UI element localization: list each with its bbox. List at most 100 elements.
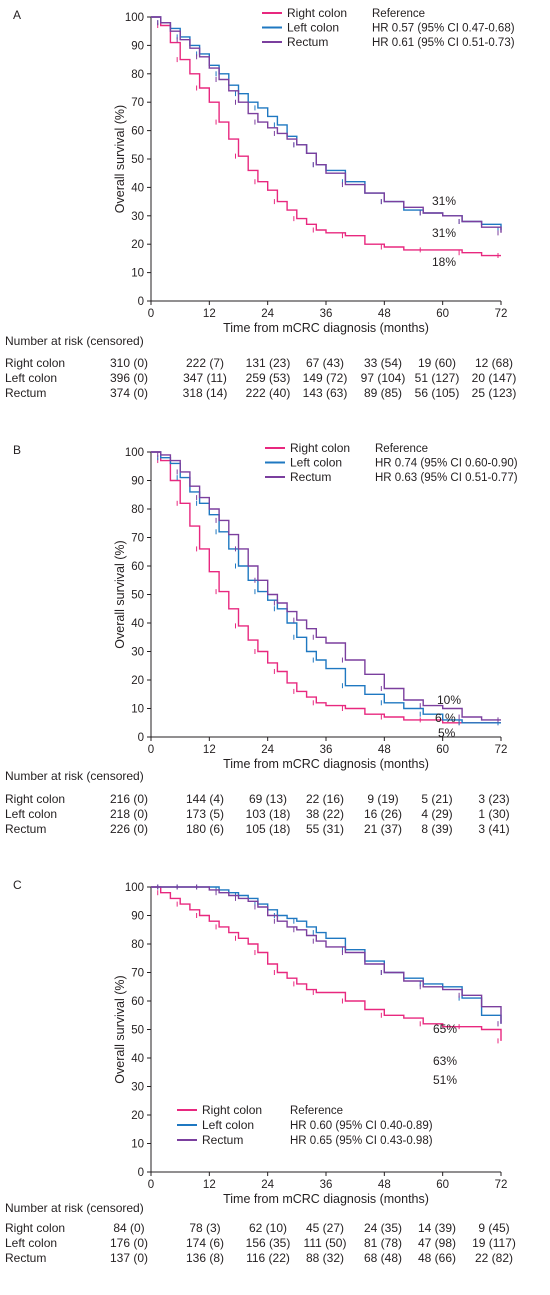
risk-row-label: Rectum	[5, 386, 46, 400]
risk-cell: 222 (7)	[186, 356, 224, 370]
y-tick-label: 60	[131, 561, 144, 573]
survival-annotation: 6 %	[435, 711, 456, 725]
y-tick-label: 40	[131, 182, 144, 194]
x-tick-label: 72	[495, 744, 508, 756]
risk-row-label: Rectum	[5, 822, 46, 836]
risk-table-title: Number at risk (censored)	[5, 334, 144, 348]
risk-cell: 38 (22)	[306, 807, 344, 821]
survival-annotation: 18%	[432, 255, 456, 269]
risk-cell: 9 (19)	[367, 792, 398, 806]
legend-hr: Reference	[372, 8, 425, 20]
curve-left-colon	[151, 451, 501, 724]
y-tick-label: 30	[131, 647, 144, 659]
risk-cell: 149 (72)	[303, 371, 348, 385]
legend-label: Left colon	[202, 1118, 254, 1132]
risk-cell: 55 (31)	[306, 822, 344, 836]
risk-cell: 259 (53)	[246, 371, 291, 385]
y-tick-label: 100	[125, 12, 144, 24]
y-tick-label: 50	[131, 590, 144, 602]
risk-cell: 19 (117)	[472, 1236, 516, 1250]
risk-cell: 105 (18)	[246, 822, 291, 836]
y-tick-label: 0	[138, 296, 144, 308]
legend-hr: HR 0.65 (95% CI 0.43-0.98)	[290, 1135, 433, 1147]
legend-label: Rectum	[202, 1133, 243, 1147]
risk-row-label: Left colon	[5, 1236, 57, 1250]
risk-cell: 222 (40)	[246, 386, 291, 400]
risk-cell: 48 (66)	[418, 1251, 456, 1265]
x-tick-label: 36	[320, 308, 333, 320]
risk-cell: 81 (78)	[364, 1236, 402, 1250]
curve-rectum	[151, 886, 502, 1024]
y-tick-label: 30	[131, 1082, 144, 1094]
x-axis-title: Time from mCRC diagnosis (months)	[223, 1192, 429, 1206]
panel-b: B 0 10 20 30 40 50 60 70 80 90 100 0 12 24 36 48 60 72 Time…	[5, 441, 518, 836]
curve-right-colon	[151, 16, 501, 257]
y-axis-title: Overall survival (%)	[113, 975, 127, 1083]
risk-cell: 396 (0)	[110, 371, 148, 385]
x-tick-label: 36	[320, 744, 333, 756]
risk-cell: 3 (23)	[478, 792, 509, 806]
legend-hr: HR 0.61 (95% CI 0.51-0.73)	[372, 37, 515, 49]
survival-annotation: 5%	[438, 726, 456, 740]
y-tick-label: 80	[131, 939, 144, 951]
y-tick-label: 80	[131, 504, 144, 516]
x-tick-label: 60	[436, 308, 449, 320]
risk-cell: 310 (0)	[110, 356, 148, 370]
x-tick-label: 24	[261, 1179, 274, 1191]
risk-cell: 347 (11)	[183, 371, 227, 385]
risk-cell: 174 (6)	[186, 1236, 224, 1250]
legend-label: Rectum	[287, 35, 328, 49]
y-tick-label: 60	[131, 996, 144, 1008]
y-tick-label: 40	[131, 1053, 144, 1065]
risk-cell: 22 (16)	[306, 792, 344, 806]
risk-cell: 318 (14)	[183, 386, 228, 400]
y-tick-label: 50	[131, 154, 144, 166]
risk-cell: 180 (6)	[186, 822, 224, 836]
risk-row-label: Left colon	[5, 807, 57, 821]
curve-right-colon	[151, 886, 502, 1041]
risk-cell: 5 (21)	[421, 792, 452, 806]
risk-table-title: Number at risk (censored)	[5, 769, 144, 783]
risk-cell: 97 (104)	[361, 371, 406, 385]
legend-hr: Reference	[375, 443, 428, 455]
risk-cell: 218 (0)	[110, 807, 148, 821]
x-tick-label: 0	[148, 1179, 154, 1191]
legend-hr: HR 0.57 (95% CI 0.47-0.68)	[372, 23, 515, 35]
x-tick-label: 12	[203, 744, 216, 756]
y-tick-label: 50	[131, 1025, 144, 1037]
x-tick-label: 48	[378, 744, 391, 756]
risk-cell: 131 (23)	[246, 356, 291, 370]
x-tick-label: 0	[148, 744, 154, 756]
risk-cell: 111 (50)	[304, 1236, 347, 1250]
x-tick-label: 60	[436, 744, 449, 756]
y-tick-label: 40	[131, 618, 144, 630]
legend-label: Left colon	[290, 456, 342, 470]
risk-cell: 3 (41)	[478, 822, 509, 836]
risk-table-title: Number at risk (censored)	[5, 1201, 144, 1215]
y-tick-label: 10	[131, 704, 144, 716]
x-tick-label: 72	[495, 1179, 508, 1191]
y-tick-label: 70	[131, 533, 144, 545]
panel-a: A 0 10 20 30 40 50 60 70 80 90 100 0 12 24 36 48 60 72 Time…	[5, 6, 516, 400]
panel-label: B	[13, 443, 21, 457]
risk-cell: 24 (35)	[364, 1221, 402, 1235]
x-tick-label: 24	[261, 308, 274, 320]
legend-hr: HR 0.60 (95% CI 0.40-0.89)	[290, 1120, 433, 1132]
survival-annotation: 31%	[432, 226, 456, 240]
risk-row-label: Right colon	[5, 792, 65, 806]
risk-cell: 137 (0)	[110, 1251, 148, 1265]
risk-cell: 45 (27)	[306, 1221, 344, 1235]
curve-left-colon	[151, 886, 502, 1024]
risk-row-label: Left colon	[5, 371, 57, 385]
risk-cell: 56 (105)	[415, 386, 460, 400]
y-tick-label: 0	[138, 1167, 144, 1179]
x-tick-label: 48	[378, 1179, 391, 1191]
risk-cell: 67 (43)	[306, 356, 344, 370]
legend-label: Right colon	[287, 6, 347, 20]
y-tick-label: 70	[131, 968, 144, 980]
y-tick-label: 70	[131, 97, 144, 109]
survival-annotation: 31%	[432, 194, 456, 208]
legend-hr: HR 0.74 (95% CI 0.60-0.90)	[375, 458, 518, 470]
risk-cell: 103 (18)	[246, 807, 291, 821]
